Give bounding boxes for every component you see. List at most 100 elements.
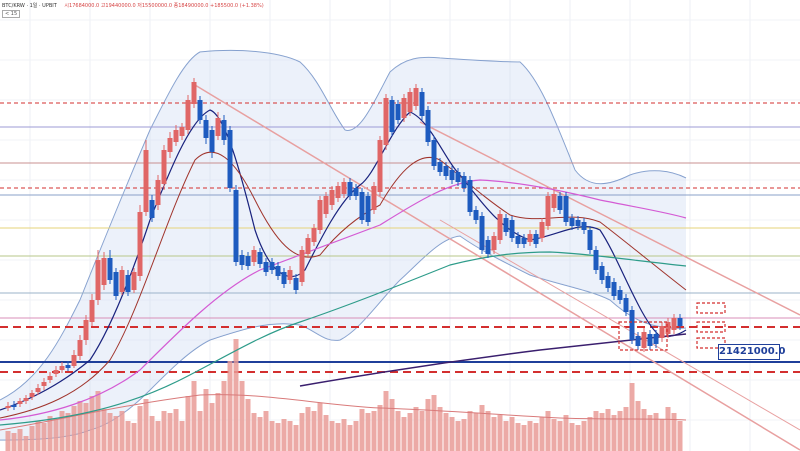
candle-body (23, 398, 29, 401)
volume-bar (167, 413, 173, 451)
candle-body (185, 100, 191, 130)
candle-body (71, 355, 77, 366)
candle-body (335, 186, 341, 198)
candle-body (503, 218, 509, 232)
candle-body (215, 118, 221, 136)
candle-body (155, 180, 161, 205)
volume-bar (521, 425, 527, 451)
volume-bar (641, 409, 647, 451)
candle-body (671, 318, 677, 330)
candle-body (119, 270, 125, 292)
volume-bar (305, 407, 311, 451)
volume-bar (557, 421, 563, 451)
candle-body (623, 298, 629, 312)
indicator-toggle[interactable]: < 15 (2, 10, 21, 18)
candle-body (443, 166, 449, 176)
ma-pink (0, 179, 687, 421)
candle-body (515, 236, 521, 244)
annotation-boxes[interactable] (618, 302, 726, 351)
trend-line-main (194, 84, 800, 451)
volume-bar (407, 413, 413, 451)
candle-body (83, 320, 89, 340)
volume-bar (575, 425, 581, 451)
candle-body (257, 252, 263, 264)
volume-bar (161, 411, 167, 451)
volume-bar (623, 407, 629, 451)
candle-body (533, 234, 539, 244)
candle-body (473, 210, 479, 220)
volume-bar (107, 413, 113, 451)
candle-body (527, 234, 533, 242)
candle-body (161, 150, 167, 184)
volume-bar (119, 411, 125, 451)
volume-bar (23, 436, 29, 451)
volume-bar (611, 415, 617, 451)
candle-body (245, 256, 251, 266)
candle-body (587, 230, 593, 250)
ma-long (299, 333, 687, 387)
volume-bar (509, 417, 515, 451)
volume-bar (293, 425, 299, 451)
volume-bar (395, 411, 401, 451)
candle-body (557, 196, 563, 210)
candle-body (299, 250, 305, 282)
volume-bar (665, 407, 671, 451)
volume-bar (587, 417, 593, 451)
candle-body (569, 218, 575, 226)
candle-body (407, 92, 413, 112)
volume-bar (269, 421, 275, 451)
candle-body (173, 130, 179, 142)
volume-bar (677, 421, 683, 451)
volume-bar (629, 383, 635, 451)
volume-bar (515, 423, 521, 451)
candle-body (191, 82, 197, 104)
volume-bar (593, 411, 599, 451)
candle-body (263, 262, 269, 272)
candle-body (59, 366, 65, 370)
volume-bar (467, 411, 473, 451)
candle-body (461, 176, 467, 188)
volume-bars (0, 339, 687, 451)
candle-body (353, 188, 359, 196)
candle-body (431, 140, 437, 166)
volume-bar (323, 415, 329, 451)
candle-body (413, 88, 419, 106)
candle-body (635, 336, 641, 346)
candle-body (605, 276, 611, 288)
price-level-label[interactable]: 21421000.0 (718, 344, 785, 360)
volume-bar (671, 413, 677, 451)
candle-body (143, 150, 149, 212)
candle-body (101, 258, 107, 285)
candle-body (653, 334, 659, 344)
candle-body (629, 310, 635, 340)
volume-bar (155, 421, 161, 451)
candle-body (545, 196, 551, 226)
candle-body (209, 130, 215, 152)
candle-body (575, 220, 581, 226)
candle-body (455, 172, 461, 182)
volume-bar (437, 407, 443, 451)
candle-body (53, 370, 59, 374)
volume-bar (239, 381, 245, 451)
volume-bar (101, 409, 107, 451)
candle-body (269, 262, 275, 270)
volume-bar (425, 399, 431, 451)
volume-bar (413, 407, 419, 451)
volume-bar (347, 425, 353, 451)
volume-bar (485, 411, 491, 451)
volume-bar (617, 411, 623, 451)
ma-teal (0, 251, 687, 426)
volume-bar (533, 423, 539, 451)
volume-bar (245, 399, 251, 451)
candle-body (77, 340, 83, 356)
volume-bar (479, 405, 485, 451)
symbol-label[interactable]: BTC/KRW · 1일 · UPBIT (2, 3, 57, 9)
candle-body (425, 110, 431, 142)
volume-bar (605, 409, 611, 451)
candle-body (203, 120, 209, 138)
candle-body (227, 130, 233, 188)
candle-body (251, 250, 257, 262)
candlesticks (5, 78, 683, 411)
candle-body (287, 270, 293, 280)
